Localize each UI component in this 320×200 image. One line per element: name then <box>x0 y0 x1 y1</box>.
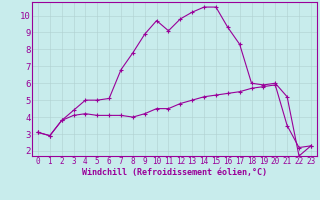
X-axis label: Windchill (Refroidissement éolien,°C): Windchill (Refroidissement éolien,°C) <box>82 168 267 177</box>
